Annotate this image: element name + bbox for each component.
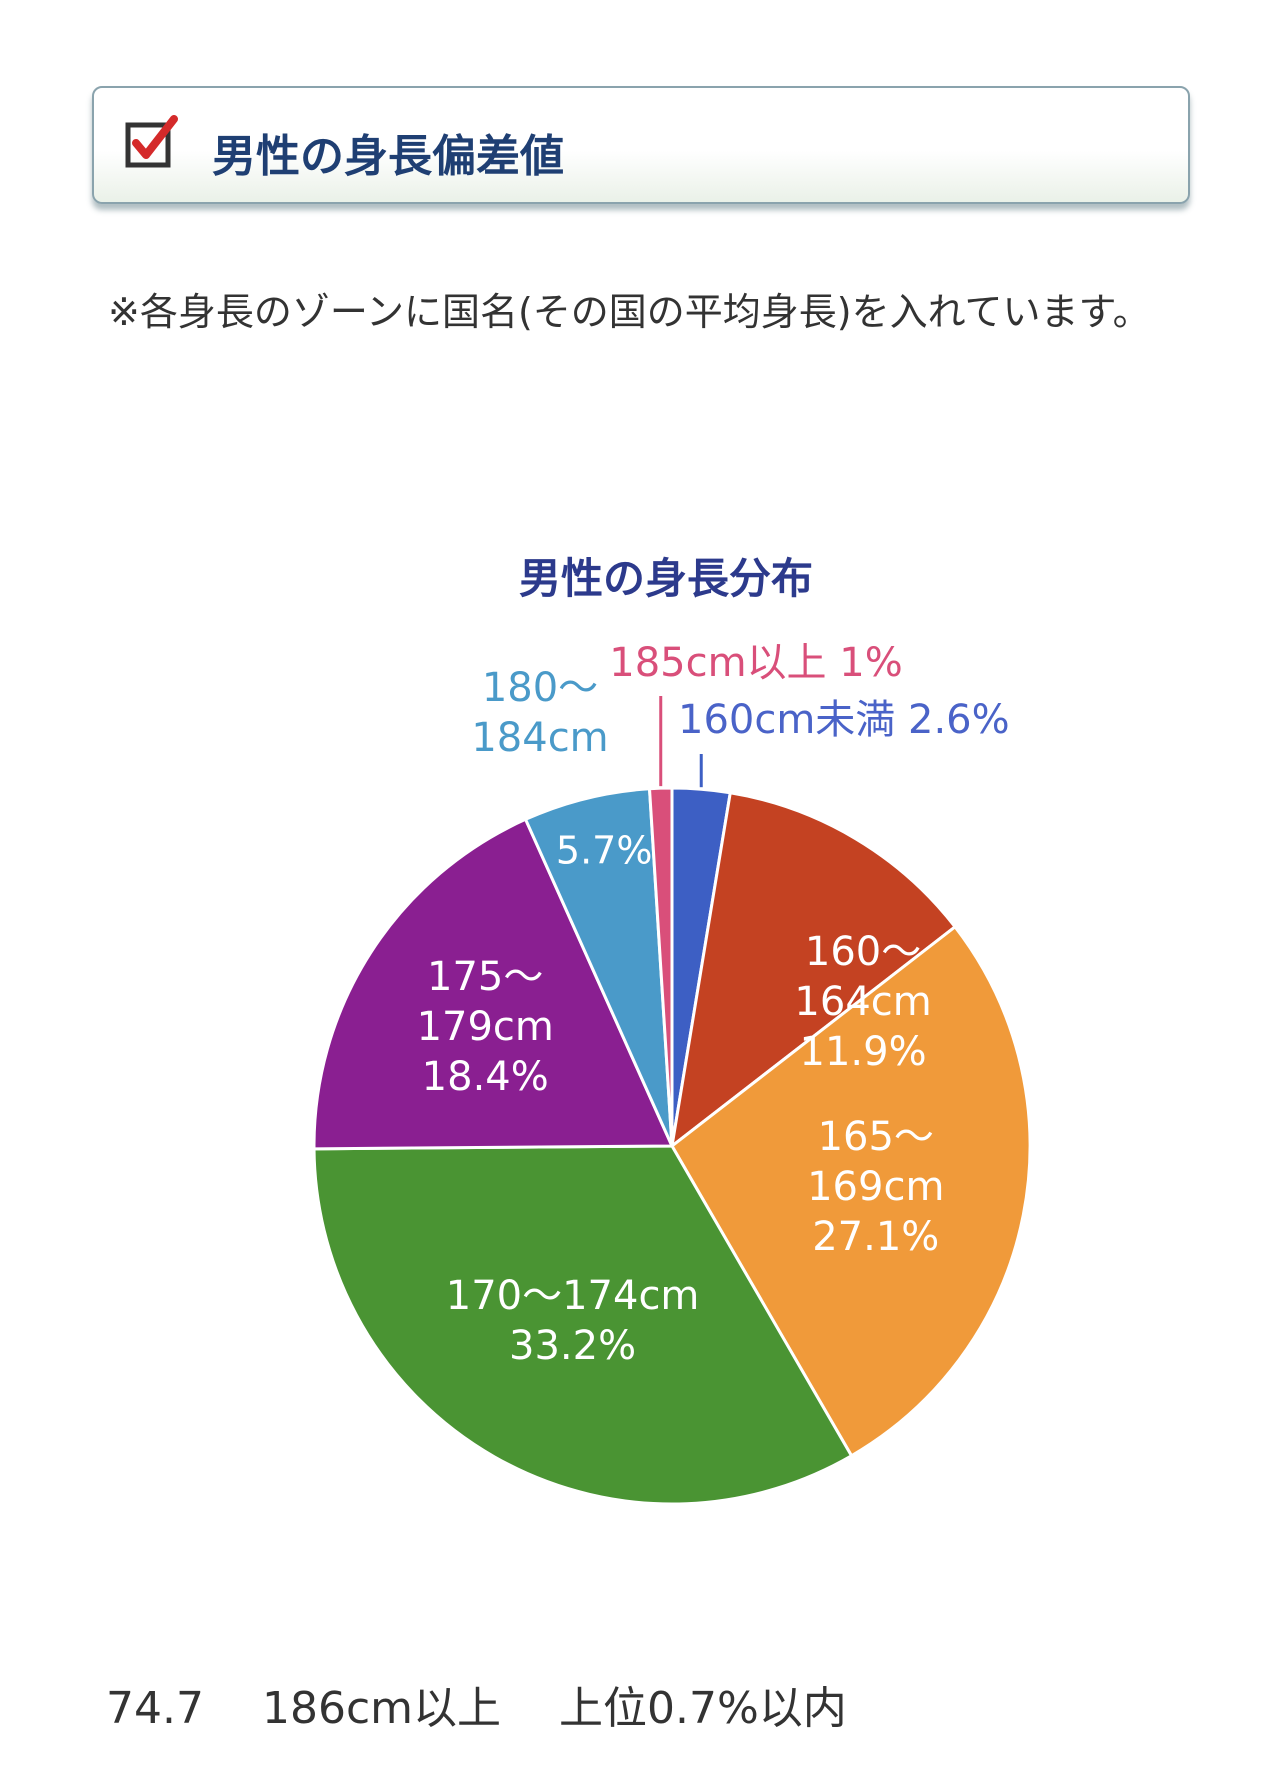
slice-label: 185cm以上 1% [609,640,902,686]
slice-label: 165～ 169cm 27.1% [807,1114,944,1260]
result-row: 74.7 186cm以上 上位0.7%以内 [106,1672,891,1736]
slice-label: 180～ 184cm [471,665,608,761]
pie-slice [312,817,675,1151]
pie-slice [647,786,674,1147]
section-heading: 男性の身長偏差値 [92,86,1190,204]
chart-title: 男性の身長分布 [519,554,813,603]
checkbox-checked-icon [125,115,178,168]
slice-label: 175～ 179cm 18.4% [417,954,554,1100]
slice-label: 160～ 164cm 11.9% [794,929,931,1075]
pie-slice [669,791,958,1150]
slice-value-label: 5.7% [556,828,653,872]
note-text: ※各身長のゾーンに国名(その国の平均身長)を入れています。 [108,290,1151,334]
pie-chart: 男性の身長分布 160～ 164cm 11.9% 165～ 169cm 27.1% 170～1… [312,554,1032,1506]
height-range: 186cm以上 [261,1683,502,1734]
pie-slice [312,1144,854,1506]
rank-text: 上位0.7%以内 [559,1683,847,1734]
deviation-score: 74.7 [106,1683,204,1734]
pie-slice [523,787,674,1147]
slice-label: 160cm未満 2.6% [678,697,1010,743]
page-title: 男性の身長偏差値 [212,131,564,182]
slice-label: 170～174cm 33.2% [446,1273,700,1369]
pie-slice [670,924,1032,1458]
